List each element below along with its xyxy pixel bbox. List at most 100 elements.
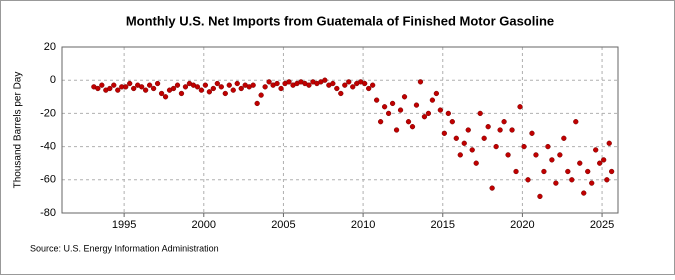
point — [573, 119, 579, 125]
point — [529, 130, 535, 136]
point — [409, 124, 416, 130]
point — [111, 82, 117, 88]
point — [234, 80, 240, 87]
point — [258, 92, 264, 98]
point — [608, 168, 615, 175]
point — [537, 193, 543, 200]
point — [238, 85, 244, 92]
point — [469, 147, 475, 153]
y-tick-label: 0 — [50, 74, 56, 86]
point — [250, 82, 256, 88]
point — [338, 90, 344, 97]
point — [162, 94, 169, 100]
point — [577, 160, 583, 166]
point — [525, 177, 531, 183]
point — [417, 79, 424, 85]
point — [170, 85, 177, 92]
point — [509, 127, 515, 133]
point — [142, 87, 149, 93]
point — [421, 114, 428, 120]
point — [481, 135, 487, 141]
point — [230, 87, 236, 93]
point — [330, 80, 336, 87]
point — [95, 85, 101, 92]
point — [433, 90, 440, 97]
point — [477, 110, 483, 117]
y-tick-label: 20 — [44, 41, 56, 53]
point — [393, 127, 400, 133]
point — [366, 85, 372, 92]
point — [589, 180, 595, 186]
point — [381, 104, 388, 110]
point — [139, 84, 145, 90]
point — [401, 94, 408, 100]
point — [541, 168, 547, 175]
point — [606, 140, 612, 146]
point — [370, 82, 376, 88]
point — [549, 157, 555, 163]
point — [585, 168, 591, 175]
point — [262, 84, 268, 90]
point — [182, 84, 189, 90]
point — [597, 160, 603, 166]
point — [397, 107, 404, 113]
point — [565, 168, 571, 175]
point — [266, 79, 272, 85]
point — [206, 89, 213, 95]
point — [557, 152, 563, 158]
point — [569, 177, 575, 183]
x-tick-label: 2005 — [271, 219, 295, 231]
point — [389, 100, 396, 107]
point — [107, 85, 113, 92]
point — [593, 147, 599, 153]
point — [385, 110, 392, 117]
y-tick-label: -80 — [40, 207, 56, 219]
point — [465, 127, 471, 133]
point — [533, 152, 539, 158]
point — [581, 190, 587, 196]
point — [517, 104, 523, 110]
point — [489, 185, 495, 191]
point — [306, 82, 312, 88]
point — [493, 143, 499, 150]
point — [278, 85, 284, 92]
point — [413, 102, 420, 108]
point — [210, 85, 216, 92]
point — [445, 110, 451, 117]
point — [497, 127, 503, 133]
x-tick-label: 2000 — [192, 219, 216, 231]
point — [123, 84, 129, 90]
point — [441, 130, 447, 136]
point — [453, 135, 459, 141]
point — [601, 157, 607, 163]
point — [226, 82, 232, 88]
source-note: Source: U.S. Energy Information Administ… — [30, 243, 219, 253]
point — [174, 82, 181, 88]
x-tick-label: 2010 — [351, 219, 375, 231]
point — [405, 119, 412, 125]
point — [127, 80, 133, 87]
point — [194, 84, 201, 90]
point — [146, 82, 153, 88]
point — [377, 119, 384, 125]
chart-title: Monthly U.S. Net Imports from Guatemala … — [126, 13, 554, 28]
point — [437, 107, 444, 113]
point — [218, 84, 224, 90]
point — [222, 90, 228, 97]
point — [553, 180, 559, 186]
point — [202, 82, 209, 88]
point — [545, 143, 551, 150]
point — [346, 79, 352, 85]
x-tick-label: 2015 — [431, 219, 455, 231]
point — [158, 90, 165, 97]
point — [150, 85, 157, 92]
point — [505, 152, 511, 158]
point — [373, 97, 380, 103]
point — [521, 143, 527, 150]
point — [425, 110, 432, 117]
point — [561, 135, 567, 141]
y-tick-label: -40 — [40, 141, 56, 153]
x-tick-label: 2025 — [590, 219, 614, 231]
